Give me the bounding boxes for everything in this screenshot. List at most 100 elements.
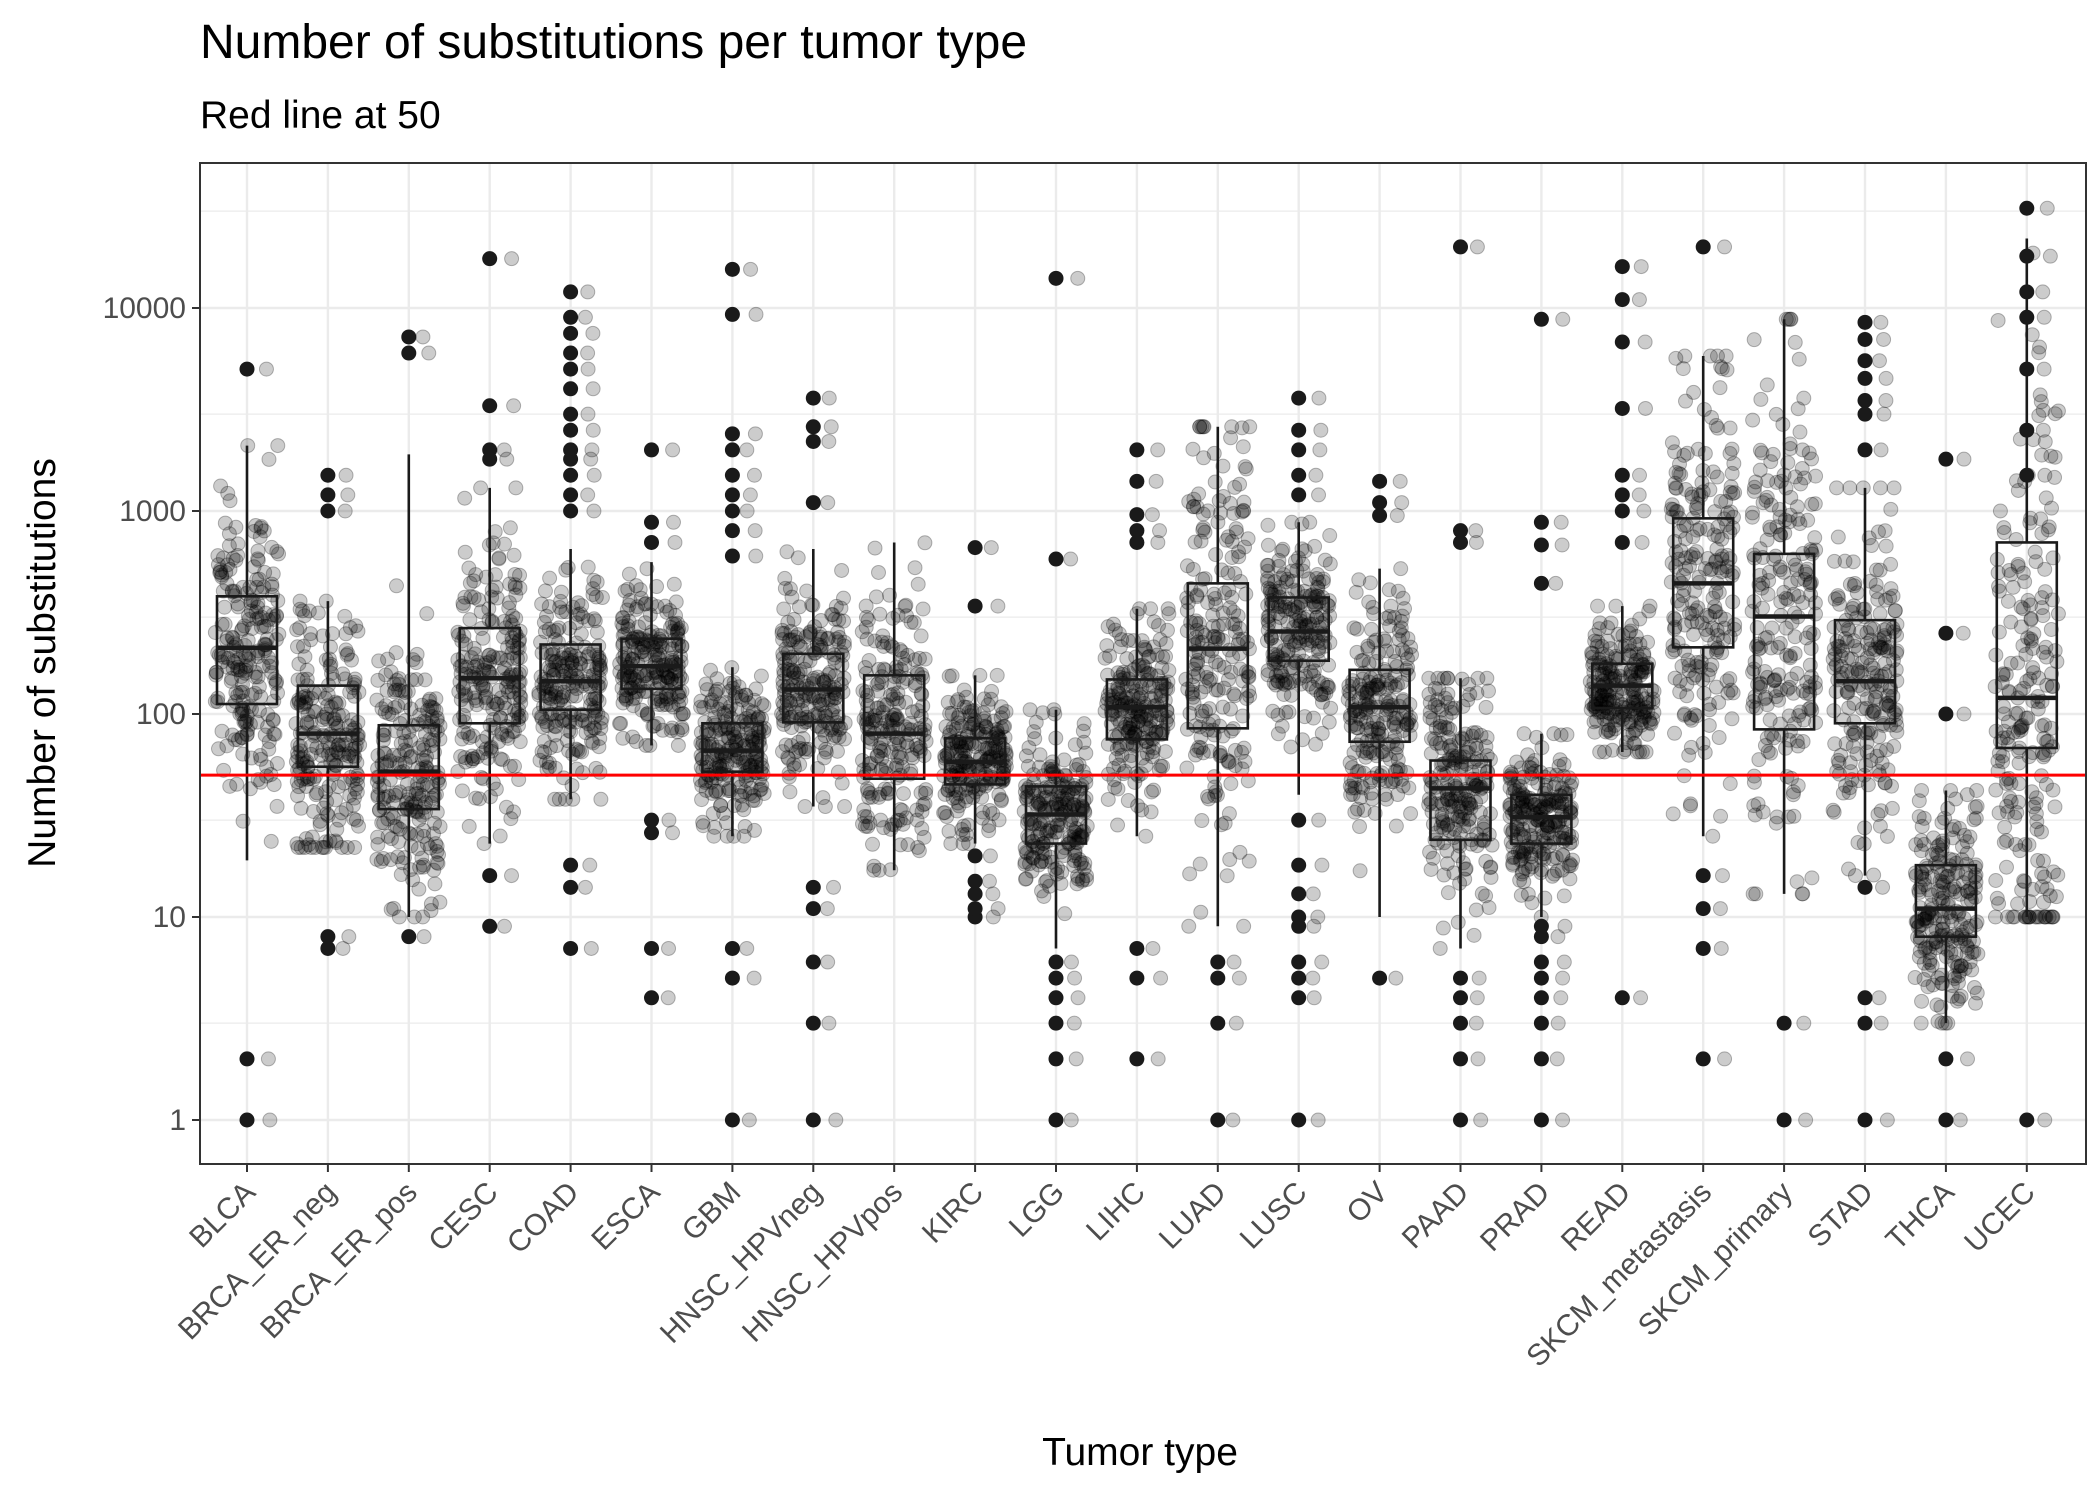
jitter-point <box>1798 1112 1814 1128</box>
jitter-point <box>1280 644 1296 660</box>
outlier-point <box>644 534 659 550</box>
jitter-point <box>331 812 347 828</box>
jitter-point <box>1793 476 1809 492</box>
jitter-point <box>1306 990 1322 1006</box>
jitter-point <box>1158 649 1174 665</box>
jitter-point <box>233 684 249 700</box>
jitter-point <box>585 581 601 597</box>
jitter-point <box>214 567 230 583</box>
jitter-point <box>1880 688 1896 704</box>
jitter-point <box>1789 499 1805 515</box>
outlier-point <box>1129 940 1145 956</box>
jitter-point <box>220 650 236 666</box>
jitter-point <box>386 676 402 692</box>
jitter-point <box>388 645 404 661</box>
outlier-point <box>1372 970 1388 986</box>
jitter-point <box>1309 571 1325 587</box>
jitter-point <box>1281 704 1297 720</box>
jitter-point <box>1762 522 1778 538</box>
jitter-point <box>461 560 477 576</box>
jitter-point <box>1637 400 1653 416</box>
jitter-point <box>220 485 236 501</box>
jitter-point <box>1677 706 1693 722</box>
jitter-point <box>741 695 757 711</box>
jitter-point <box>821 390 837 406</box>
jitter-point <box>1718 348 1734 364</box>
outlier-point <box>482 451 498 467</box>
jitter-point <box>320 686 336 702</box>
jitter-point <box>1791 708 1807 724</box>
jitter-point <box>1836 712 1852 728</box>
jitter-point <box>230 659 246 675</box>
jitter-point <box>492 710 508 726</box>
jitter-point <box>403 862 419 878</box>
jitter-point <box>1432 940 1448 956</box>
jitter-point <box>1887 603 1903 619</box>
outlier-point <box>1048 1112 1064 1128</box>
jitter-point <box>1637 334 1653 350</box>
jitter-point <box>1234 744 1250 760</box>
jitter-point <box>1883 581 1899 597</box>
jitter-point <box>1478 853 1494 869</box>
jitter-point <box>323 699 339 715</box>
outlier-point <box>1129 534 1145 550</box>
jitter-point <box>262 1112 278 1128</box>
jitter-point <box>504 251 520 267</box>
jitter-point <box>817 799 833 815</box>
jitter-point <box>821 1015 837 1031</box>
jitter-point <box>327 694 343 710</box>
jitter-point <box>1711 694 1727 710</box>
jitter-point <box>1745 886 1761 902</box>
jitter-point <box>1711 560 1727 576</box>
jitter-point <box>327 792 343 808</box>
jitter-point <box>1550 1015 1566 1031</box>
jitter-point <box>303 746 319 762</box>
jitter-point <box>1037 854 1053 870</box>
jitter-point <box>319 711 335 727</box>
jitter-point <box>506 398 522 414</box>
outlier-point <box>724 523 740 539</box>
outlier-point <box>1614 334 1630 350</box>
jitter-point <box>261 741 277 757</box>
jitter-point <box>708 784 724 800</box>
jitter-point <box>698 676 714 692</box>
jitter-point <box>506 804 522 820</box>
jitter-point <box>564 655 580 671</box>
jitter-point <box>560 560 576 576</box>
jitter-point <box>542 570 558 586</box>
jitter-point <box>1790 589 1806 605</box>
jitter-point <box>330 707 346 723</box>
jitter-point <box>264 665 280 681</box>
jitter-point <box>298 778 314 794</box>
outlier-point <box>563 467 579 483</box>
jitter-point <box>487 524 503 540</box>
jitter-point <box>467 659 483 675</box>
jitter-point <box>1719 517 1735 533</box>
jitter-point <box>1365 599 1381 615</box>
jitter-point <box>495 629 511 645</box>
jitter-point <box>551 620 567 636</box>
jitter-point <box>1778 311 1794 327</box>
jitter-point <box>225 698 241 714</box>
jitter-point <box>502 576 518 592</box>
jitter-point <box>1161 663 1177 679</box>
jitter-point <box>369 692 385 708</box>
jitter-point <box>494 724 510 740</box>
jitter-point <box>385 809 401 825</box>
jitter-point <box>240 608 256 624</box>
jitter-point <box>1076 716 1092 732</box>
jitter-point <box>883 862 899 878</box>
jitter-point <box>229 776 245 792</box>
jitter-point <box>501 595 517 611</box>
jitter-point <box>501 600 517 616</box>
jitter-point <box>1070 990 1086 1006</box>
jitter-point <box>1300 609 1316 625</box>
outlier-point <box>1614 467 1630 483</box>
jitter-point <box>1878 370 1894 386</box>
jitter-point <box>431 847 447 863</box>
jitter-point <box>391 682 407 698</box>
outlier-point <box>1291 390 1307 406</box>
jitter-point <box>475 630 491 646</box>
jitter-point <box>1342 755 1358 771</box>
jitter-point <box>661 812 677 828</box>
